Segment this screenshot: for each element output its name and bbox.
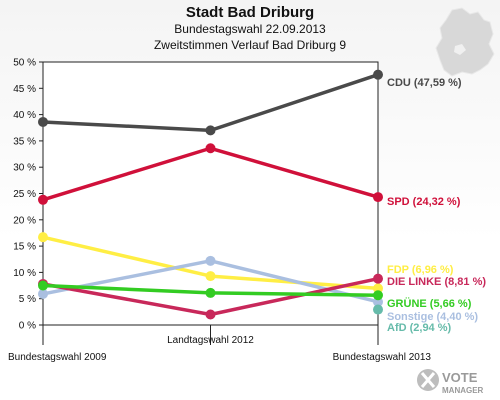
chart-subtitle-2: Zweitstimmen Verlauf Bad Driburg 9 xyxy=(153,38,347,52)
data-point-4-1 xyxy=(205,309,216,320)
data-point-1-1 xyxy=(205,143,216,154)
data-point-5-1 xyxy=(205,287,216,298)
y-tick-label: 30 % xyxy=(13,163,36,174)
logo-manager: MANAGER xyxy=(442,386,484,395)
y-axis: 0 % 5 % 10 % 15 % 20 % 25 % 30 % 35 % 40 % 45 % 50… xyxy=(13,58,43,332)
series-labels: CDU (47,59 %) SPD (24,32 %) FDP (6,96 %) So… xyxy=(387,77,486,334)
y-tick-label: 45 % xyxy=(13,84,36,95)
x-tick-label: Bundestagswahl 2009 xyxy=(8,352,107,363)
chart-title: Stadt Bad Driburg xyxy=(185,4,315,21)
data-point-1-2 xyxy=(373,192,383,203)
logo-vote: VOTE xyxy=(442,370,478,385)
data-point-5-0 xyxy=(38,280,48,291)
series-label-1: SPD (24,32 %) xyxy=(387,196,461,208)
data-point-0-0 xyxy=(38,116,48,127)
chart-subtitle: Bundestagswahl 22.09.2013 xyxy=(174,22,326,36)
data-point-5-2 xyxy=(373,290,383,301)
y-tick-label: 10 % xyxy=(13,268,36,279)
series-label-5: GRÜNE (5,66 %) xyxy=(387,297,472,310)
data-point-1-0 xyxy=(38,194,48,205)
data-point-2-1 xyxy=(205,271,216,282)
data-point-3-1 xyxy=(205,255,216,266)
data-point-0-1 xyxy=(205,125,216,136)
y-tick-label: 15 % xyxy=(13,242,36,253)
y-tick-label: 25 % xyxy=(13,189,36,200)
y-tick-label: 35 % xyxy=(13,136,36,147)
y-tick-label: 40 % xyxy=(13,110,36,121)
y-tick-label: 20 % xyxy=(13,215,36,226)
data-point-2-0 xyxy=(38,232,48,243)
x-tick-label: Bundestagswahl 2013 xyxy=(333,352,432,363)
data-point-0-2 xyxy=(373,69,383,80)
data-point-6-0 xyxy=(373,304,383,315)
x-axis: Bundestagswahl 2009 Landtagswahl 2012 Bund… xyxy=(8,325,431,363)
y-tick-label: 50 % xyxy=(13,58,36,69)
data-point-4-2 xyxy=(373,273,383,284)
series-label-4: DIE LINKE (8,81 %) xyxy=(387,276,486,288)
x-tick-label: Landtagswahl 2012 xyxy=(167,335,254,346)
y-tick-label: 0 % xyxy=(19,321,36,332)
data-point-2-2 xyxy=(373,283,383,294)
series-points xyxy=(38,69,383,320)
series-label-0: CDU (47,59 %) xyxy=(387,77,462,89)
y-tick-label: 5 % xyxy=(19,294,36,305)
series-label-6: AfD (2,94 %) xyxy=(387,322,452,334)
series-label-3: Sonstige (4,40 %) xyxy=(387,311,478,323)
series-label-2: FDP (6,96 %) xyxy=(387,264,454,276)
data-point-3-0 xyxy=(38,288,48,299)
